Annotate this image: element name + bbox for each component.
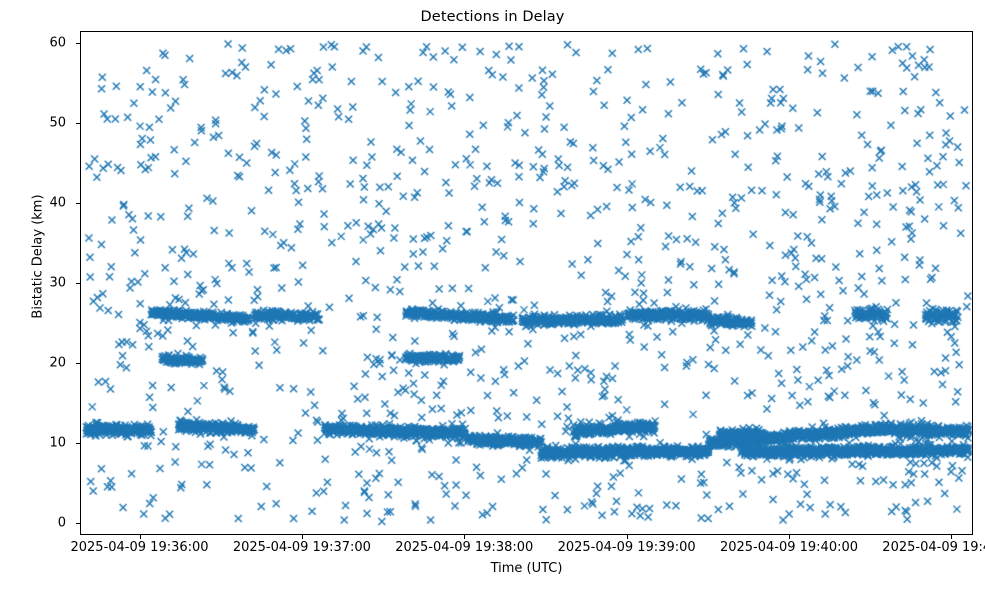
x-axis-tick-label: 2025-04-09 19:37:00 — [232, 540, 371, 555]
x-axis-tick-label: 2025-04-09 19:36:00 — [70, 540, 209, 555]
y-axis-tick-mark — [76, 43, 80, 45]
y-axis-tick-label: 60 — [49, 35, 66, 51]
x-axis-tick-mark — [139, 535, 141, 539]
x-axis-label: Time (UTC) — [490, 561, 563, 576]
x-axis-tick-mark — [301, 535, 303, 539]
x-axis-tick-label: 2025-04-09 19:38:00 — [395, 540, 534, 555]
y-axis-tick-mark — [76, 283, 80, 285]
scatter-plot-canvas — [81, 32, 972, 534]
x-axis-tick-label: 2025-04-09 19:41:00 — [882, 540, 985, 555]
x-axis-tick-mark — [788, 535, 791, 539]
y-axis-tick-label: 50 — [49, 115, 66, 131]
chart-title: Detections in Delay — [420, 9, 565, 25]
x-axis-tick-mark — [951, 535, 953, 539]
x-axis-tick-label: 2025-04-09 19:40:00 — [719, 540, 859, 555]
y-axis-tick-label: 10 — [49, 435, 66, 451]
y-axis-tick-mark — [76, 443, 80, 445]
y-axis-tick-labels: 0 10 20 30 40 50 60 — [0, 0, 66, 590]
x-axis-tick-label: 2025-04-09 19:39:00 — [557, 540, 696, 555]
plot-axes-area — [80, 31, 973, 535]
y-axis-label: Bistatic Delay (km) — [30, 194, 46, 319]
y-axis-tick-mark — [76, 203, 80, 205]
x-axis-tick-mark — [626, 535, 628, 539]
y-axis-tick-label: 30 — [49, 275, 66, 291]
y-axis-tick-label: 0 — [57, 515, 66, 531]
y-axis-tick-mark — [76, 363, 80, 365]
x-axis-tick-mark — [464, 535, 466, 539]
y-axis-tick-mark — [76, 523, 80, 525]
y-axis-tick-label: 20 — [49, 355, 66, 371]
y-axis-tick-mark — [76, 123, 80, 125]
y-axis-tick-label: 40 — [49, 195, 66, 211]
